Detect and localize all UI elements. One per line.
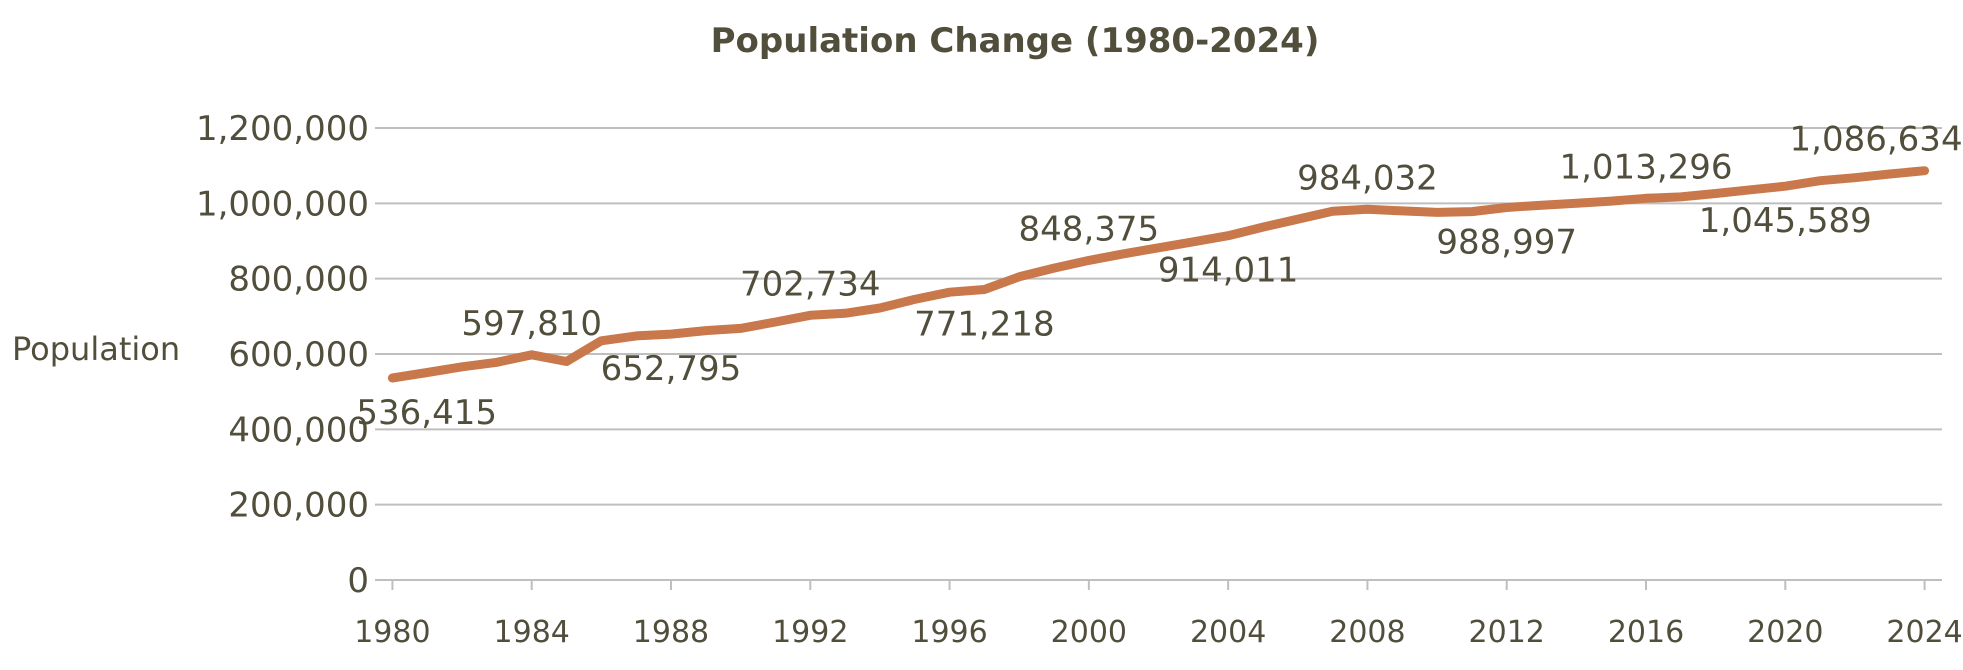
x-tick-label: 2004	[1190, 615, 1266, 650]
gridlines	[375, 127, 1942, 506]
data-label: 848,375	[1019, 209, 1160, 249]
y-tick-label: 200,000	[228, 486, 369, 526]
data-labels: 536,415 597,810 652,795 702,734 771,218 848,3…	[356, 120, 1962, 433]
x-tick-label: 1996	[911, 615, 987, 650]
x-tick-label: 2024	[1886, 615, 1962, 650]
y-tick-label: 1,000,000	[196, 184, 369, 224]
data-label: 652,795	[601, 349, 742, 389]
x-tick-label: 1984	[494, 615, 570, 650]
data-label: 1,086,634	[1790, 120, 1963, 160]
y-axis-ticks: 0 200,000 400,000 600,000 800,000 1,000,000 1,…	[196, 109, 369, 601]
y-tick-label: 0	[347, 561, 369, 601]
chart-title: Population Change (1980-2024)	[711, 21, 1320, 61]
data-label: 984,032	[1297, 158, 1438, 198]
x-axis-ticks: 1980 1984 1988 1992 1996 2000 2004 2008 2012 2016…	[354, 615, 1963, 650]
data-label: 771,218	[914, 305, 1055, 345]
x-tick-label: 1992	[772, 615, 848, 650]
x-tick-label: 1988	[633, 615, 709, 650]
data-label: 702,734	[740, 264, 881, 304]
data-label: 597,810	[461, 304, 602, 344]
y-axis-label: Population	[12, 330, 180, 368]
x-tick-label: 2020	[1747, 615, 1823, 650]
y-tick-label: 600,000	[228, 335, 369, 375]
x-tick-label: 2016	[1608, 615, 1684, 650]
data-label: 1,013,296	[1559, 147, 1732, 187]
x-axis	[375, 579, 1942, 590]
x-tick-label: 2012	[1469, 615, 1545, 650]
x-tick-label: 2000	[1051, 615, 1127, 650]
x-tick-label: 2008	[1329, 615, 1405, 650]
series-population	[387, 166, 1930, 383]
y-tick-label: 400,000	[228, 410, 369, 450]
y-tick-label: 800,000	[228, 260, 369, 300]
x-tick-label: 1980	[354, 615, 430, 650]
series-line	[387, 166, 1930, 383]
y-tick-label: 1,200,000	[196, 109, 369, 149]
data-label: 914,011	[1158, 251, 1299, 291]
data-label: 1,045,589	[1699, 201, 1872, 241]
data-label: 536,415	[356, 393, 497, 433]
data-label: 988,997	[1436, 222, 1577, 262]
